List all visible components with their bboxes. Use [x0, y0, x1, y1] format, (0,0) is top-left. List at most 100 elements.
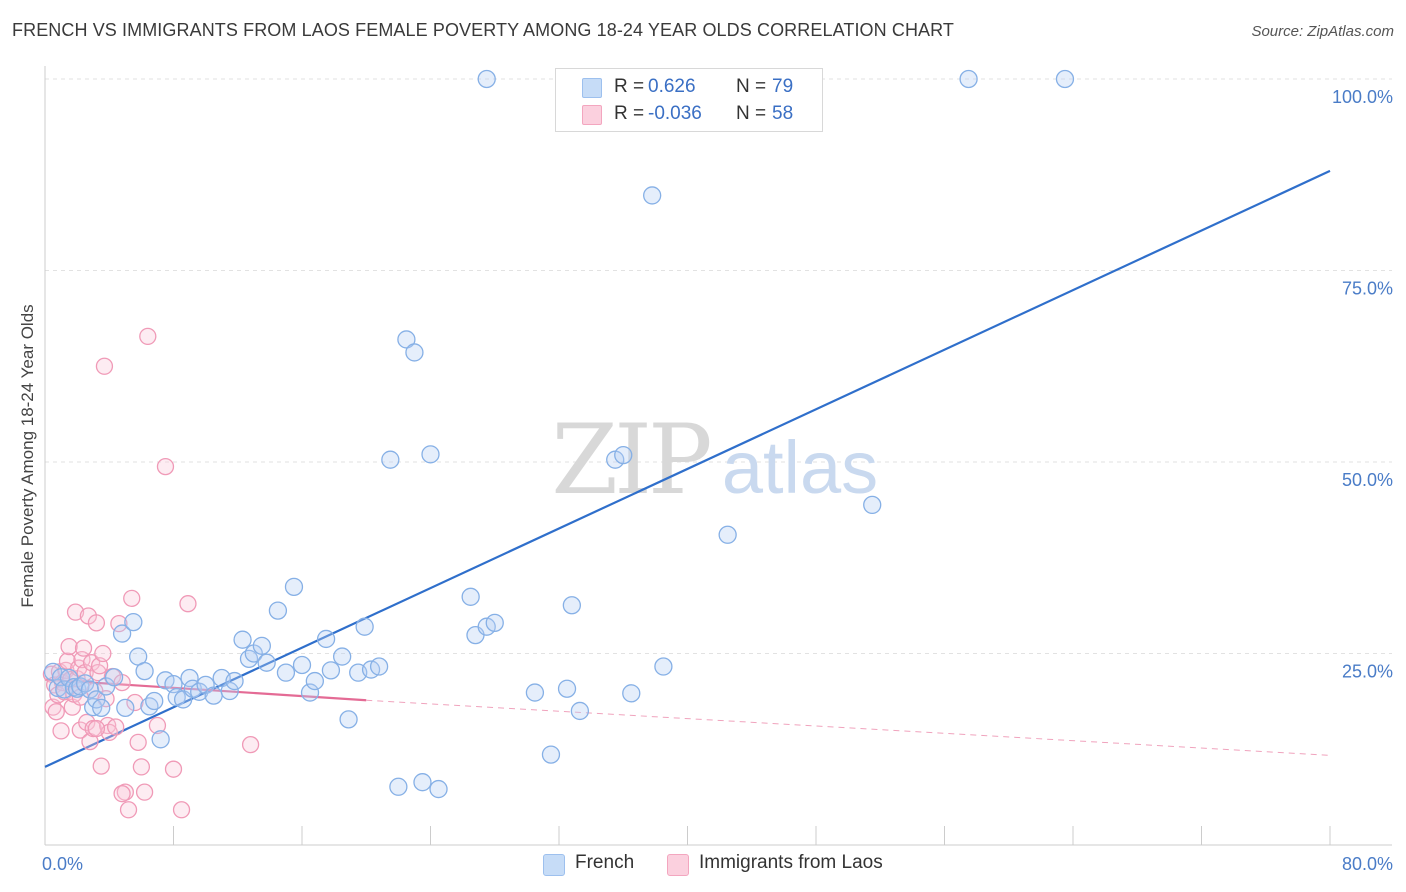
legend-label-french: French [575, 852, 635, 873]
french-point-65 [562, 596, 581, 615]
laos-point-42 [119, 801, 138, 819]
french-point-68 [614, 445, 633, 465]
laos-point-32 [94, 644, 112, 663]
french-point-55 [397, 330, 416, 349]
french-point-38 [252, 636, 271, 655]
french-point-42 [284, 577, 304, 597]
french-point-34 [225, 671, 244, 691]
gridlines [45, 78, 1392, 654]
laos-point-28 [87, 614, 106, 632]
x-tick-label-0: 0.0% [42, 854, 83, 874]
legend-swatch-french [543, 854, 565, 876]
laos-point-48 [139, 327, 157, 346]
laos-point-3 [47, 703, 65, 721]
laos-point-6 [52, 722, 70, 740]
legend-row-french: R = 0.626 N = 79 [556, 73, 822, 101]
legend-label-laos: Immigrants from Laos [699, 852, 883, 873]
laos-point-39 [110, 614, 128, 633]
r-value: 0.626 [648, 76, 696, 97]
laos-point-47 [135, 783, 154, 801]
french-point-43 [292, 655, 312, 675]
french-point-51 [355, 617, 374, 636]
x-tick-label-1: 80.0% [1342, 854, 1393, 874]
french-point-16 [116, 698, 135, 718]
french-point-31 [204, 686, 223, 705]
french-point-49 [339, 710, 358, 729]
french-point-33 [220, 681, 239, 701]
n-label: N = [736, 103, 767, 124]
french-point-47 [321, 661, 341, 680]
laos-point-56 [87, 719, 106, 738]
legend-swatch-laos [582, 105, 602, 125]
french-point-62 [525, 683, 545, 702]
y-axis-label: Female Poverty Among 18-24 Year Olds [18, 304, 37, 607]
french-point-41 [276, 663, 296, 682]
french-point-79 [413, 773, 432, 792]
laos-point-46 [132, 758, 151, 776]
laos-point-44 [126, 693, 144, 712]
french-point-45 [305, 671, 325, 691]
r-label: R = [614, 76, 645, 97]
y-tick-label-2: 75.0% [1342, 279, 1393, 299]
laos-point-11 [60, 637, 78, 656]
french-point-29 [190, 682, 209, 701]
french-point-75 [1055, 69, 1075, 89]
r-label: R = [614, 103, 645, 124]
watermark: ZIP atlas [551, 404, 878, 516]
french-point-12 [92, 698, 111, 718]
laos-point-53 [179, 595, 197, 613]
french-point-70 [643, 186, 662, 205]
axes [44, 66, 1392, 846]
laos-point-51 [164, 760, 183, 778]
french-point-19 [135, 661, 154, 681]
french-point-78 [389, 777, 408, 796]
laos-point-52 [172, 801, 191, 819]
legend-swatch-french [582, 78, 602, 98]
y-tick-label-1: 50.0% [1342, 470, 1393, 490]
r-value: -0.036 [648, 103, 702, 124]
french-point-63 [541, 745, 561, 764]
laos-point-33 [95, 357, 114, 375]
y-tick-label-3: 100.0% [1332, 87, 1393, 107]
french-point-64 [557, 679, 577, 698]
french-point-27 [180, 668, 199, 688]
french-point-71 [654, 657, 673, 676]
legend-swatch-laos [667, 854, 689, 876]
french-point-35 [233, 630, 252, 649]
french-point-58 [461, 587, 480, 606]
y-tick-label-0: 25.0% [1342, 662, 1393, 682]
french-point-14 [104, 668, 124, 687]
french-point-54 [381, 450, 400, 469]
french-point-17 [124, 612, 143, 632]
laos-point-21 [76, 664, 94, 682]
french-point-22 [151, 730, 170, 749]
n-value: 79 [772, 76, 794, 97]
french-point-57 [421, 445, 440, 464]
data-points [42, 69, 1075, 819]
french-point-40 [268, 601, 288, 620]
laos-point-50 [156, 457, 175, 476]
french-point-66 [570, 701, 590, 721]
french-point-39 [257, 653, 276, 672]
tick-labels: 25.0% 50.0% 75.0% 100.0% 0.0% 80.0% [42, 87, 1393, 874]
french-point-61 [485, 613, 504, 633]
laos-point-54 [241, 736, 260, 754]
legend-row-laos: R = -0.036 N = 58 [556, 100, 822, 128]
laos-point-55 [113, 785, 131, 803]
laos-point-31 [92, 757, 110, 775]
french-point-80 [429, 779, 448, 799]
laos-point-15 [66, 603, 85, 621]
watermark-zip: ZIP [551, 404, 710, 516]
french-point-56 [405, 343, 424, 362]
laos-point-22 [78, 713, 96, 732]
french-point-69 [622, 684, 641, 703]
french-point-46 [316, 629, 336, 649]
watermark-atlas: atlas [722, 426, 878, 509]
source-label: Source: ZipAtlas.com [1251, 23, 1394, 40]
laos-point-45 [129, 733, 147, 752]
french-point-48 [333, 647, 352, 666]
french-point-21 [145, 691, 164, 711]
correlation-legend: R = 0.626 N = 79 R = -0.036 N = 58 [555, 68, 823, 132]
laos-point-20 [74, 639, 93, 657]
